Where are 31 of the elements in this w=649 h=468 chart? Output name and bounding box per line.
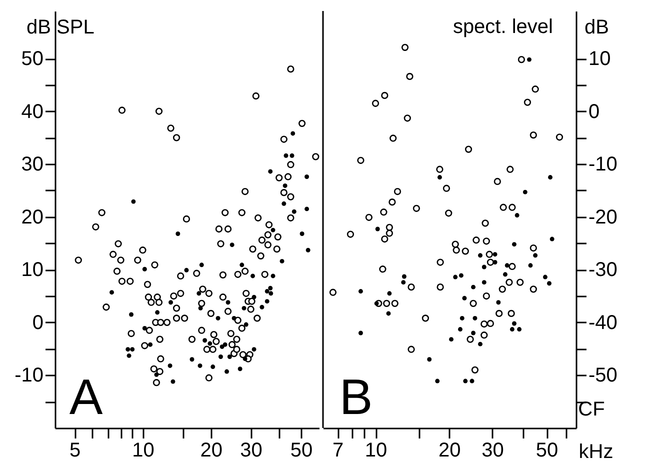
x-tick-label: 50 <box>290 440 313 462</box>
y-tick-label: -30 <box>588 259 618 282</box>
y-tick-label: -40 <box>588 312 618 334</box>
y-tick-label: 20 <box>21 206 44 228</box>
x-tick-label: 10 <box>364 440 388 462</box>
y-tick-label: 10 <box>21 259 44 282</box>
text: kHz <box>578 441 614 463</box>
y-tick-label: -20 <box>588 206 618 228</box>
annotation: spect. level <box>452 16 553 38</box>
y-axis-title: dB <box>584 16 609 38</box>
x-tick-label: 20 <box>438 440 461 462</box>
x-tick-label: 20 <box>200 440 223 462</box>
x-axis-title: CF <box>578 398 605 420</box>
y-tick-label: -10 <box>588 154 618 176</box>
annotation: A <box>69 369 104 425</box>
y-tick-label: 30 <box>21 154 44 176</box>
y-axis-title: dB SPL <box>26 16 94 38</box>
y-tick-label: 40 <box>21 100 44 123</box>
y-tick-label: -50 <box>588 364 618 387</box>
x-tick-label: 10 <box>132 440 154 462</box>
y-tick-label: 50 <box>21 48 44 70</box>
x-tick-label: 30 <box>240 440 262 462</box>
y-tick-label: -10 <box>14 364 44 387</box>
x-tick-label: 5 <box>69 440 81 462</box>
y-tick-label: 10 <box>588 48 611 70</box>
y-tick-label: 0 <box>32 312 44 334</box>
x-tick-label: 30 <box>482 440 504 462</box>
x-tick-label: 7 <box>332 440 344 462</box>
y-tick-label: 0 <box>588 100 600 123</box>
x-tick-label: 50 <box>536 440 558 462</box>
annotation: B <box>339 369 373 425</box>
